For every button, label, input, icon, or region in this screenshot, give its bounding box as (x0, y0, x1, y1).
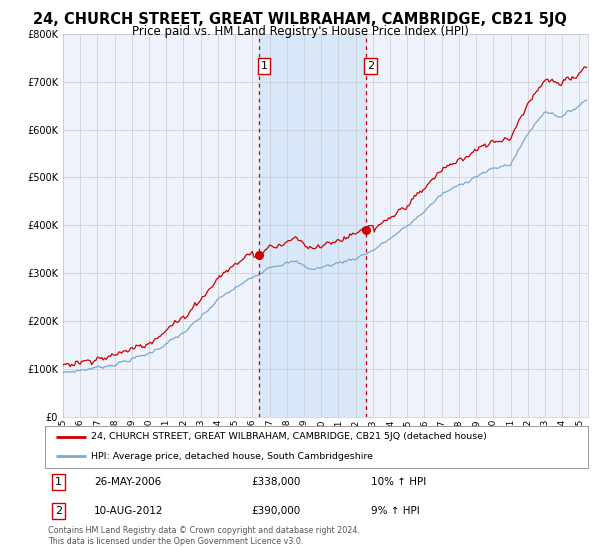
Text: 2: 2 (367, 61, 374, 71)
Text: 2: 2 (55, 506, 62, 516)
Text: 26-MAY-2006: 26-MAY-2006 (94, 477, 161, 487)
Text: £390,000: £390,000 (251, 506, 301, 516)
Text: 24, CHURCH STREET, GREAT WILBRAHAM, CAMBRIDGE, CB21 5JQ (detached house): 24, CHURCH STREET, GREAT WILBRAHAM, CAMB… (91, 432, 487, 441)
Text: 10-AUG-2012: 10-AUG-2012 (94, 506, 163, 516)
Text: 9% ↑ HPI: 9% ↑ HPI (371, 506, 419, 516)
Bar (259, 34, 365, 417)
Text: 1: 1 (260, 61, 268, 71)
Text: 24, CHURCH STREET, GREAT WILBRAHAM, CAMBRIDGE, CB21 5JQ: 24, CHURCH STREET, GREAT WILBRAHAM, CAMB… (33, 12, 567, 27)
Text: 10% ↑ HPI: 10% ↑ HPI (371, 477, 426, 487)
Text: Contains HM Land Registry data © Crown copyright and database right 2024.
This d: Contains HM Land Registry data © Crown c… (48, 526, 360, 546)
Text: £338,000: £338,000 (251, 477, 301, 487)
Text: 1: 1 (55, 477, 62, 487)
Text: Price paid vs. HM Land Registry's House Price Index (HPI): Price paid vs. HM Land Registry's House … (131, 25, 469, 38)
Text: HPI: Average price, detached house, South Cambridgeshire: HPI: Average price, detached house, Sout… (91, 452, 373, 461)
